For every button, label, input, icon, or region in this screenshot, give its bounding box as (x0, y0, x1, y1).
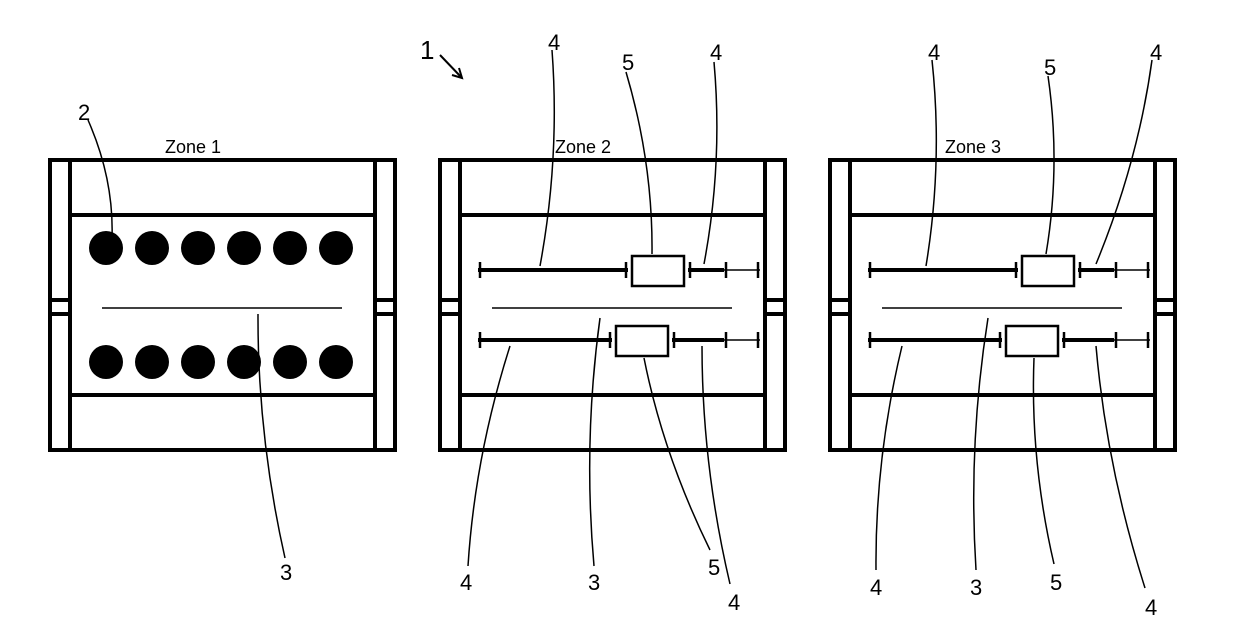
callout-3: 3 (588, 570, 600, 596)
callout-5: 5 (1050, 570, 1062, 596)
callout-4: 4 (710, 40, 722, 66)
callout-3: 3 (280, 560, 292, 586)
callout-4: 4 (1150, 40, 1162, 66)
callout-4: 4 (928, 40, 940, 66)
figure-number-label: 1 (420, 35, 434, 66)
diagram-svg (0, 0, 1240, 635)
zone3-title: Zone 3 (945, 137, 1001, 158)
callout-4: 4 (728, 590, 740, 616)
zone1-title: Zone 1 (165, 137, 221, 158)
callout-5: 5 (708, 555, 720, 581)
callout-4: 4 (870, 575, 882, 601)
zone2-title: Zone 2 (555, 137, 611, 158)
callout-3: 3 (970, 575, 982, 601)
callout-5: 5 (1044, 55, 1056, 81)
callout-2: 2 (78, 100, 90, 126)
callout-4: 4 (548, 30, 560, 56)
callout-5: 5 (622, 50, 634, 76)
callout-4: 4 (1145, 595, 1157, 621)
callout-4: 4 (460, 570, 472, 596)
